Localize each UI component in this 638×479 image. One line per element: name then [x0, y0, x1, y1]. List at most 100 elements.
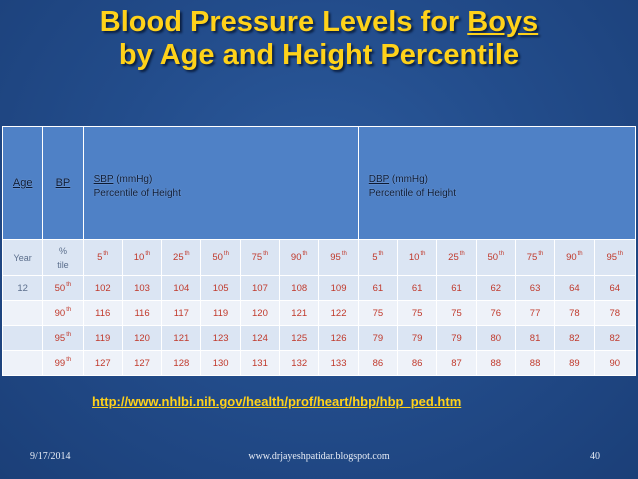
table-body: 12 50th 102 103 104 105 107 108 109 61 61 61 62 63 64 6…: [1, 275, 637, 376]
header-row-percentiles: Year % tile 5th 10th 25th 50th 75th 90th 95th 5…: [1, 239, 637, 276]
tile-text: tile: [57, 259, 69, 270]
height-percentile-number: 90: [566, 252, 577, 263]
bp-percentile-number: 50: [54, 282, 66, 294]
dbp-value-cell: 77: [514, 300, 556, 326]
sbp-height-percentile-header: 75th: [239, 239, 281, 276]
age-header: Age: [1, 126, 44, 240]
bp-percentile-cell: 99th: [42, 350, 84, 376]
height-percentile-suffix: th: [341, 251, 347, 257]
dbp-value-cell: 89: [554, 350, 595, 376]
bp-table-container: Age BP SBP (mmHg) Percentile of Height D…: [1, 126, 637, 376]
height-percentile-number: 95: [330, 252, 341, 263]
bp-percentile-cell: 90th: [42, 300, 84, 326]
height-percentile-suffix: th: [420, 251, 426, 257]
sbp-value-cell: 127: [82, 350, 123, 376]
dbp-height-percentile-header: 25th: [436, 239, 477, 276]
bp-percentile-suffix: th: [66, 331, 72, 338]
sbp-value-cell: 120: [239, 300, 281, 326]
header-row-groups: Age BP SBP (mmHg) Percentile of Height D…: [1, 126, 637, 240]
sbp-subtitle: Percentile of Height: [93, 188, 181, 199]
bp-table: Age BP SBP (mmHg) Percentile of Height D…: [1, 126, 637, 376]
sbp-value-cell: 116: [82, 300, 123, 326]
title-line-1: Blood Pressure Levels for Boys: [0, 6, 638, 39]
sbp-value-cell: 132: [279, 350, 320, 376]
dbp-abbr: DBP: [368, 174, 390, 185]
age-cell: [1, 300, 44, 326]
sbp-value-cell: 103: [121, 275, 163, 301]
dbp-unit: (mmHg): [389, 174, 429, 185]
age-cell: [1, 325, 44, 351]
dbp-value-cell: 75: [397, 300, 438, 326]
height-percentile-number: 75: [526, 252, 538, 263]
height-percentile-suffix: th: [459, 251, 465, 257]
sbp-value-cell: 108: [279, 275, 320, 301]
dbp-value-cell: 78: [554, 300, 595, 326]
dbp-height-percentile-header: 10th: [397, 239, 438, 276]
sbp-value-cell: 130: [200, 350, 241, 376]
table-row: 95th 119 120 121 123 124 125 126 79 79 79 80 81 82 82: [1, 325, 637, 351]
sbp-value-cell: 122: [318, 300, 359, 326]
dbp-value-cell: 79: [397, 325, 438, 351]
footer-site: www.drjayeshpatidar.blogspot.com: [248, 451, 390, 462]
sbp-value-cell: 126: [318, 325, 359, 351]
dbp-value-cell: 86: [397, 350, 438, 376]
height-percentile-number: 10: [133, 252, 145, 263]
dbp-height-percentile-header: 5th: [357, 239, 399, 276]
table-row: 90th 116 116 117 119 120 121 122 75 75 75 76 77 78 78: [1, 300, 637, 326]
age-cell: [1, 350, 44, 376]
dbp-value-cell: 75: [357, 300, 399, 326]
dbp-value-cell: 75: [436, 300, 477, 326]
height-percentile-number: 5: [97, 252, 103, 263]
footer-page-number: 40: [590, 451, 600, 462]
year-label: Year: [1, 239, 44, 276]
dbp-value-cell: 61: [357, 275, 399, 301]
dbp-header: DBP (mmHg) Percentile of Height: [357, 126, 637, 240]
sbp-value-cell: 128: [161, 350, 202, 376]
sbp-value-cell: 133: [318, 350, 359, 376]
sbp-value-cell: 121: [161, 325, 202, 351]
dbp-value-cell: 61: [436, 275, 477, 301]
height-percentile-number: 50: [212, 252, 223, 263]
sbp-height-percentile-header: 10th: [121, 239, 163, 276]
sbp-value-cell: 107: [239, 275, 281, 301]
height-percentile-number: 50: [487, 252, 499, 263]
bp-percentile-number: 90: [54, 307, 66, 319]
bp-percentile-cell: 50th: [42, 275, 84, 301]
dbp-value-cell: 87: [436, 350, 477, 376]
sbp-value-cell: 119: [200, 300, 241, 326]
title-emphasis: Boys: [467, 6, 539, 38]
height-percentile-number: 75: [251, 252, 263, 263]
sbp-value-cell: 131: [239, 350, 281, 376]
bp-percentile-number: 95: [54, 332, 66, 344]
height-percentile-number: 25: [173, 252, 184, 263]
dbp-height-percentile-header: 95th: [593, 239, 637, 276]
height-percentile-suffix: th: [577, 251, 583, 257]
height-percentile-number: 5: [372, 252, 378, 263]
dbp-height-percentile-header: 50th: [475, 239, 516, 276]
dbp-value-cell: 76: [475, 300, 516, 326]
sbp-value-cell: 123: [200, 325, 241, 351]
dbp-value-cell: 78: [593, 300, 637, 326]
height-percentile-number: 25: [448, 252, 459, 263]
sbp-height-percentile-header: 25th: [161, 239, 202, 276]
table-row: 99th 127 127 128 130 131 132 133 86 86 87 88 88 89 90: [1, 350, 637, 376]
dbp-value-cell: 82: [554, 325, 595, 351]
height-percentile-suffix: th: [499, 251, 505, 257]
dbp-value-cell: 88: [475, 350, 516, 376]
sbp-value-cell: 125: [279, 325, 320, 351]
dbp-value-cell: 79: [436, 325, 477, 351]
dbp-value-cell: 80: [475, 325, 516, 351]
sbp-value-cell: 120: [121, 325, 163, 351]
dbp-subtitle: Percentile of Height: [368, 188, 457, 199]
dbp-value-cell: 88: [514, 350, 556, 376]
dbp-value-cell: 90: [593, 350, 637, 376]
bp-percentile-cell: 95th: [42, 325, 84, 351]
sbp-height-percentile-header: 90th: [279, 239, 320, 276]
sbp-height-percentile-header: 5th: [82, 239, 123, 276]
dbp-value-cell: 82: [593, 325, 637, 351]
sbp-abbr: SBP: [93, 174, 114, 185]
height-percentile-suffix: th: [184, 251, 190, 257]
dbp-height-percentile-header: 90th: [554, 239, 595, 276]
sbp-header: SBP (mmHg) Percentile of Height: [82, 126, 359, 240]
source-link[interactable]: http://www.nhlbi.nih.gov/health/prof/hea…: [92, 394, 462, 409]
